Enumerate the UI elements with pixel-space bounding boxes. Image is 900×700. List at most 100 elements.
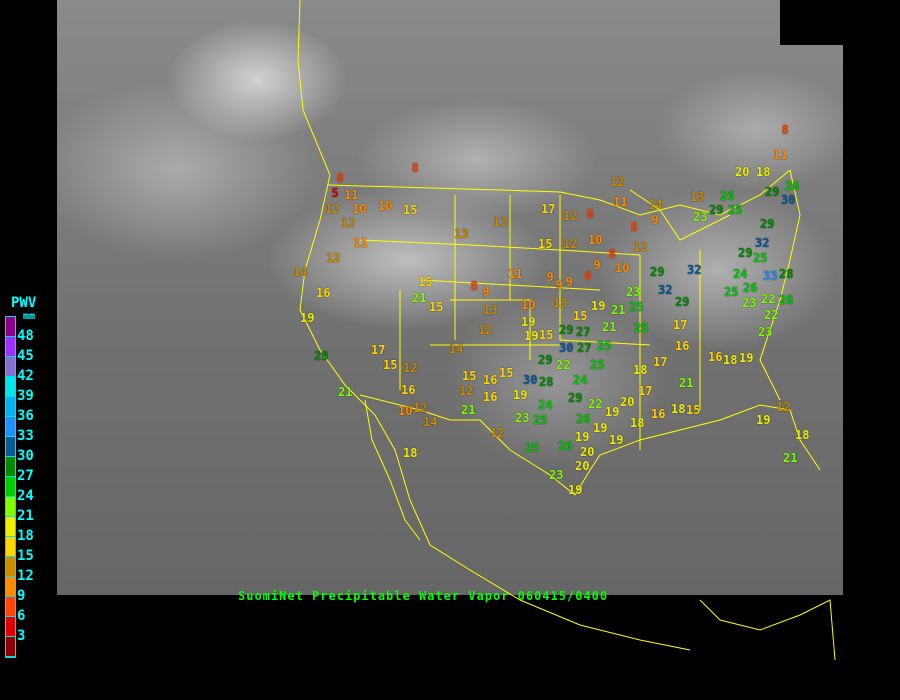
station-pwv-value: 18 [795,427,810,442]
station-pwv-value: 32 [755,235,770,250]
station-pwv-value: 26 [785,178,800,193]
station-pwv-value: 15 [418,274,433,289]
station-pwv-value: 18 [723,352,738,367]
legend-label: 18 [17,528,34,544]
station-pwv-value: 18 [403,445,418,460]
station-pwv-value: 19 [300,310,315,325]
station-pwv-value: 8 [781,122,789,137]
station-pwv-value: 16 [708,349,723,364]
station-pwv-value: 28 [539,374,554,389]
station-pwv-value: 11 [613,194,628,209]
legend-label: 21 [17,508,34,524]
station-pwv-value: 30 [559,340,574,355]
great-lakes [629,189,731,241]
station-pwv-value: 27 [576,324,591,339]
legend-label: 12 [17,568,34,584]
station-pwv-value: 29 [650,264,665,279]
station-pwv-value: 13 [690,189,705,204]
legend-label: 42 [17,368,34,384]
station-pwv-value: 26 [720,188,735,203]
legend-label: 24 [17,488,34,504]
image-caption: SuomiNet Precipitable Water Vapor 060415… [238,589,609,603]
station-pwv-value: 24 [538,397,553,412]
station-pwv-value: 12 [459,383,474,398]
station-pwv-value: 15 [462,368,477,383]
station-pwv-value: 12 [325,201,340,216]
station-pwv-value: 12 [413,400,428,415]
mexico-outline [699,599,836,661]
station-pwv-value: 17 [541,201,556,216]
satellite-water-vapor-image [57,0,843,595]
station-pwv-value: 25 [590,357,605,372]
station-pwv-value: 6 [584,268,592,283]
station-pwv-value: 21 [461,402,476,417]
legend-swatch [6,317,15,337]
station-pwv-value: 16 [316,285,331,300]
station-pwv-value: 21 [412,290,427,305]
legend-label: 9 [17,588,26,604]
station-pwv-value: 12 [633,239,648,254]
station-pwv-value: 26 [743,280,758,295]
station-pwv-value: 29 [765,184,780,199]
station-pwv-value: 25 [634,320,649,335]
station-pwv-value: 16 [401,382,416,397]
legend-label: 36 [17,408,34,424]
station-pwv-value: 15 [539,327,554,342]
station-pwv-value: 10 [521,297,536,312]
station-pwv-value: 9 [593,257,601,272]
station-pwv-value: 20 [735,164,750,179]
station-pwv-value: 9 [482,284,490,299]
station-pwv-value: 26 [779,292,794,307]
station-pwv-value: 19 [513,387,528,402]
legend-swatch [6,617,15,637]
station-pwv-value: 23 [626,284,641,299]
legend-swatch [6,557,15,577]
station-pwv-value: 28 [779,266,794,281]
legend-swatch [6,457,15,477]
station-pwv-value: 26 [558,438,573,453]
state-lines [359,195,701,450]
station-pwv-value: 11 [773,147,788,162]
legend-title: PWV [11,295,37,311]
color-scale-bar [5,316,16,658]
station-pwv-value: 24 [733,266,748,281]
station-pwv-value: 13 [483,302,498,317]
station-pwv-value: 21 [602,319,617,334]
station-pwv-value: 25 [728,202,743,217]
station-pwv-value: 14 [648,197,663,212]
station-pwv-value: 17 [371,342,386,357]
station-pwv-value: 25 [753,250,768,265]
station-pwv-value: 14 [293,264,308,279]
station-pwv-value: 23 [742,295,757,310]
station-pwv-value: 32 [658,282,673,297]
station-pwv-value: 15 [499,365,514,380]
station-pwv-value: 8 [336,170,344,185]
station-pwv-value: 29 [709,202,724,217]
gulf-coastline [574,404,821,496]
station-pwv-value: 9 [565,274,573,289]
legend-label: 3 [17,628,26,644]
station-pwv-value: 16 [483,389,498,404]
station-pwv-value: 12 [563,208,578,223]
station-pwv-value: 30 [781,192,796,207]
station-pwv-value: 29 [738,245,753,260]
station-pwv-value: 29 [538,352,553,367]
pwv-legend: PWV mm 48 45 42 39 36 33 30 27 24 21 18 15 12 9 6 3 [3,295,37,658]
station-pwv-value: 19 [591,298,606,313]
station-pwv-value: 11 [508,266,523,281]
station-pwv-value: 17 [673,317,688,332]
station-pwv-value: 22 [764,307,779,322]
legend-label: 15 [17,548,34,564]
station-pwv-value: 16 [651,406,666,421]
us-canada-border [327,169,791,216]
station-pwv-value: 10 [378,198,393,213]
station-pwv-value: 13 [553,295,568,310]
station-pwv-value: 29 [314,348,329,363]
station-pwv-value: 19 [568,482,583,497]
legend-swatch [6,397,15,417]
station-pwv-value: 14 [423,414,438,429]
station-pwv-value: 8 [608,246,616,261]
station-pwv-value: 13 [493,214,508,229]
station-pwv-value: 29 [675,294,690,309]
